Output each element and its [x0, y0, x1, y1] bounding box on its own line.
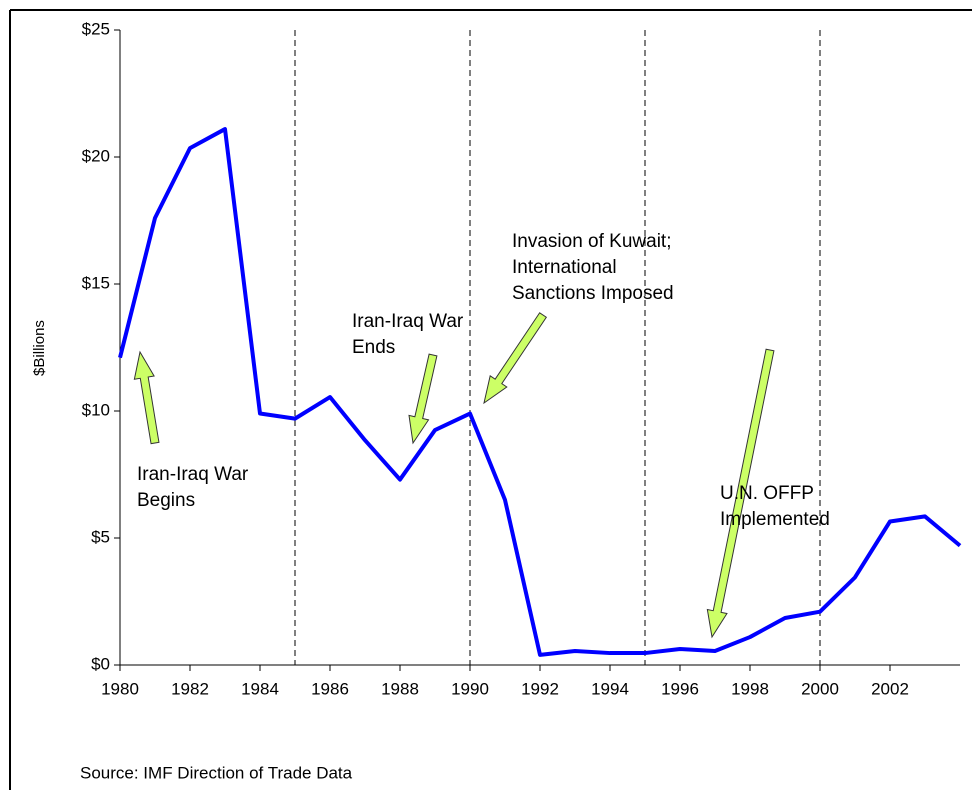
annotation-text: International: [512, 257, 617, 278]
annotation-text: U.N. OFFP: [720, 483, 814, 504]
x-tick-label: 1984: [241, 679, 279, 698]
annotation-text: Ends: [352, 337, 395, 358]
x-tick-label: 2000: [801, 679, 839, 698]
x-tick-label: 1980: [101, 679, 139, 698]
annotation-arrow: [483, 312, 548, 405]
x-tick-label: 1982: [171, 679, 209, 698]
annotation-text: Begins: [137, 490, 195, 511]
y-tick-label: $25: [82, 19, 110, 38]
x-tick-label: 1996: [661, 679, 699, 698]
y-tick-label: $20: [82, 146, 110, 165]
annotation-text: Invasion of Kuwait;: [512, 231, 671, 252]
annotation-arrow: [706, 348, 775, 639]
x-tick-label: 1994: [591, 679, 629, 698]
data-line: [118, 127, 962, 657]
annotation-text: Iran-Iraq War: [352, 311, 464, 332]
y-tick-label: $15: [82, 273, 110, 292]
y-tick-label: $0: [91, 654, 110, 673]
x-tick-label: 1988: [381, 679, 419, 698]
x-tick-label: 1990: [451, 679, 489, 698]
x-tick-label: 2002: [871, 679, 909, 698]
annotation-text: Sanctions Imposed: [512, 283, 674, 304]
y-tick-label: $10: [82, 400, 110, 419]
source-note: Source: IMF Direction of Trade Data: [80, 763, 353, 782]
annotation-arrow: [408, 353, 438, 445]
annotation-text: Implemented: [720, 509, 830, 530]
annotation-text: Iran-Iraq War: [137, 464, 249, 485]
annotation-arrow: [133, 350, 160, 445]
x-tick-label: 1986: [311, 679, 349, 698]
y-tick-label: $5: [91, 527, 110, 546]
y-axis-label: $Billions: [31, 320, 48, 376]
x-tick-label: 1992: [521, 679, 559, 698]
x-tick-label: 1998: [731, 679, 769, 698]
